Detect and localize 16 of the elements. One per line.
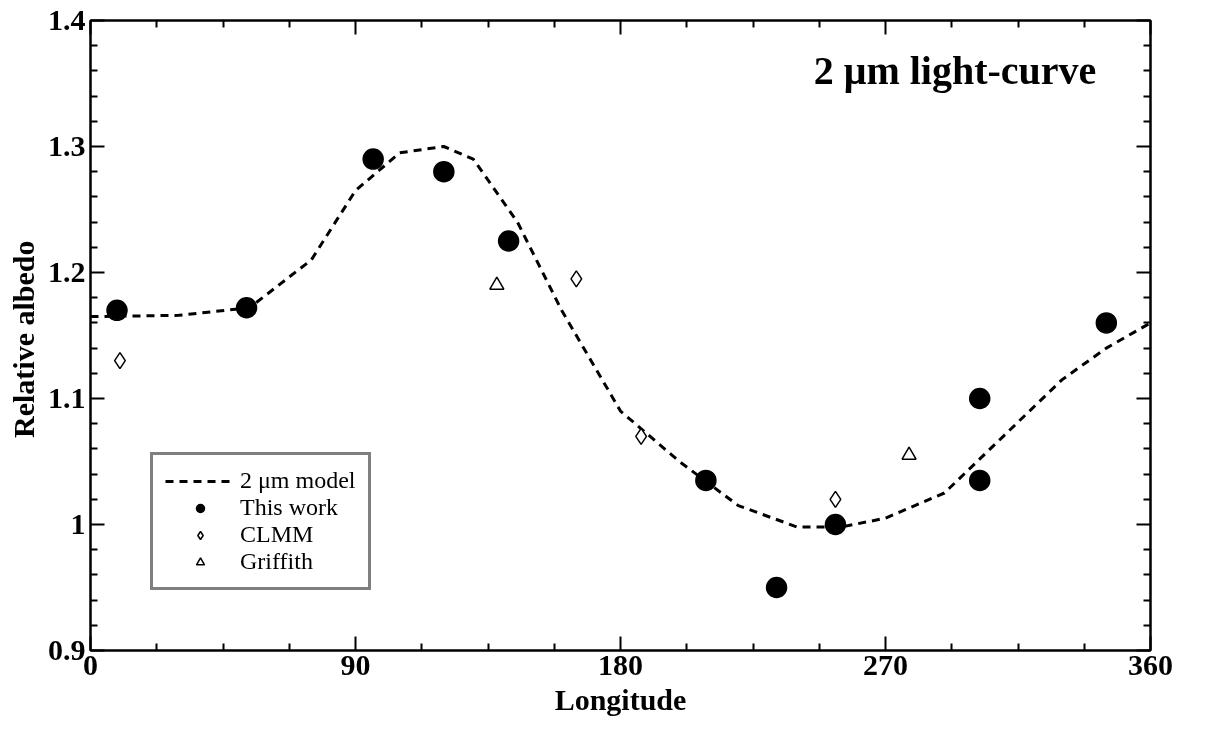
x-axis-title: Longitude — [554, 682, 687, 716]
annotation: 2 μm light-curve — [813, 48, 1097, 94]
legend-label: This work — [240, 494, 338, 521]
y-tick-label: 1.2 — [48, 255, 86, 288]
y-tick-label: 1.3 — [48, 129, 86, 162]
y-tick-label: 1 — [70, 507, 86, 540]
x-tick-label: 180 — [598, 647, 643, 681]
legend-label: 2 μm model — [240, 467, 356, 494]
legend-label: CLMM — [240, 521, 314, 548]
x-tick-label: 360 — [1128, 647, 1173, 681]
y-tick-label: 1.1 — [48, 381, 86, 414]
x-tick-label: 90 — [340, 647, 371, 681]
y-tick-label: 1.4 — [48, 3, 86, 36]
y-axis-title: Relative albedo — [7, 240, 40, 438]
legend-label: Griffith — [240, 548, 313, 575]
x-tick-label: 270 — [863, 647, 908, 681]
